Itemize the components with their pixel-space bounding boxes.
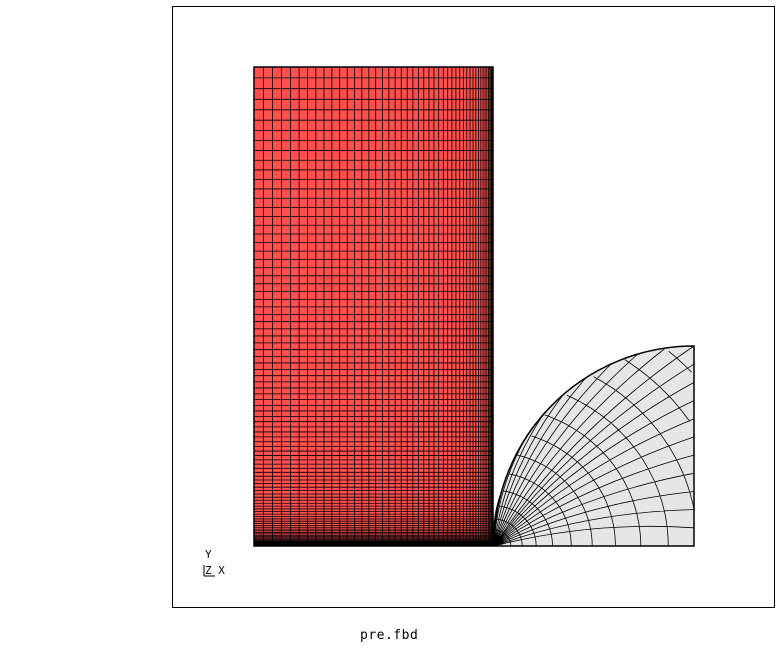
rectangular-block-mesh: [253, 66, 494, 547]
axis-triad: [203, 565, 215, 577]
quarter-disk-grid-lines: [492, 345, 695, 547]
axis-y-label: Y: [205, 548, 212, 561]
status-filename: pre.fbd: [360, 628, 419, 643]
block-grid-lines: [254, 67, 494, 547]
quarter-disk-mesh: [492, 345, 695, 547]
axis-zx-label: Z X: [205, 564, 225, 577]
quarter-disk-fill: [493, 345, 695, 547]
viewport-frame: [172, 6, 775, 608]
block-fill: [253, 66, 494, 547]
